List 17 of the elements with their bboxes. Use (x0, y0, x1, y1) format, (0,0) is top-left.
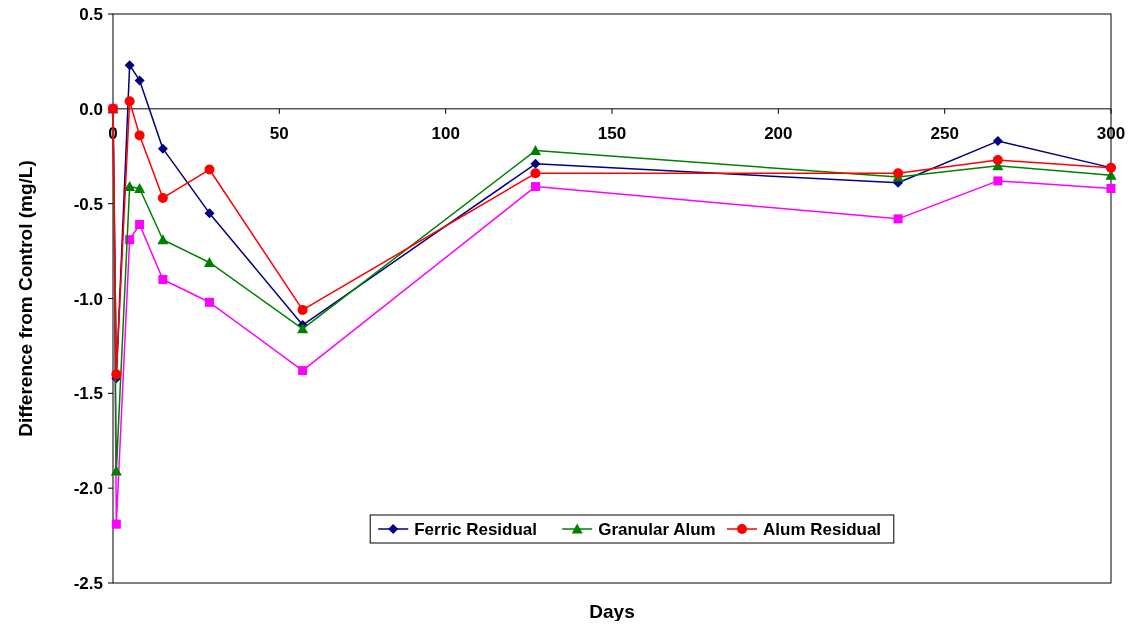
x-tick-label: 300 (1096, 123, 1126, 143)
y-tick-label: -2.5 (73, 574, 103, 593)
y-axis-title: Difference from Control (mg/L) (15, 160, 36, 437)
y-tick-label: -0.5 (73, 194, 103, 214)
legend-label: Alum Residual (763, 520, 882, 539)
y-tick-label: -1.0 (73, 289, 103, 309)
legend-label: Ferric Residual (414, 520, 538, 539)
legend-label: Granular Alum (598, 520, 716, 539)
x-tick-label: 250 (930, 123, 959, 143)
y-tick-label: -2.0 (73, 479, 103, 499)
y-tick-label: 0.0 (79, 99, 103, 119)
x-tick-label: 50 (269, 123, 289, 143)
x-tick-label: 150 (597, 123, 627, 143)
x-tick-label: 100 (431, 123, 460, 143)
x-tick-label: 200 (764, 123, 793, 143)
y-tick-label: 0.5 (79, 5, 103, 24)
y-tick-label: -1.5 (73, 384, 103, 404)
